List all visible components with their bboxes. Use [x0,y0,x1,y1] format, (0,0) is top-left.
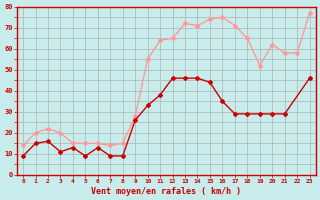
X-axis label: Vent moyen/en rafales ( km/h ): Vent moyen/en rafales ( km/h ) [91,187,241,196]
